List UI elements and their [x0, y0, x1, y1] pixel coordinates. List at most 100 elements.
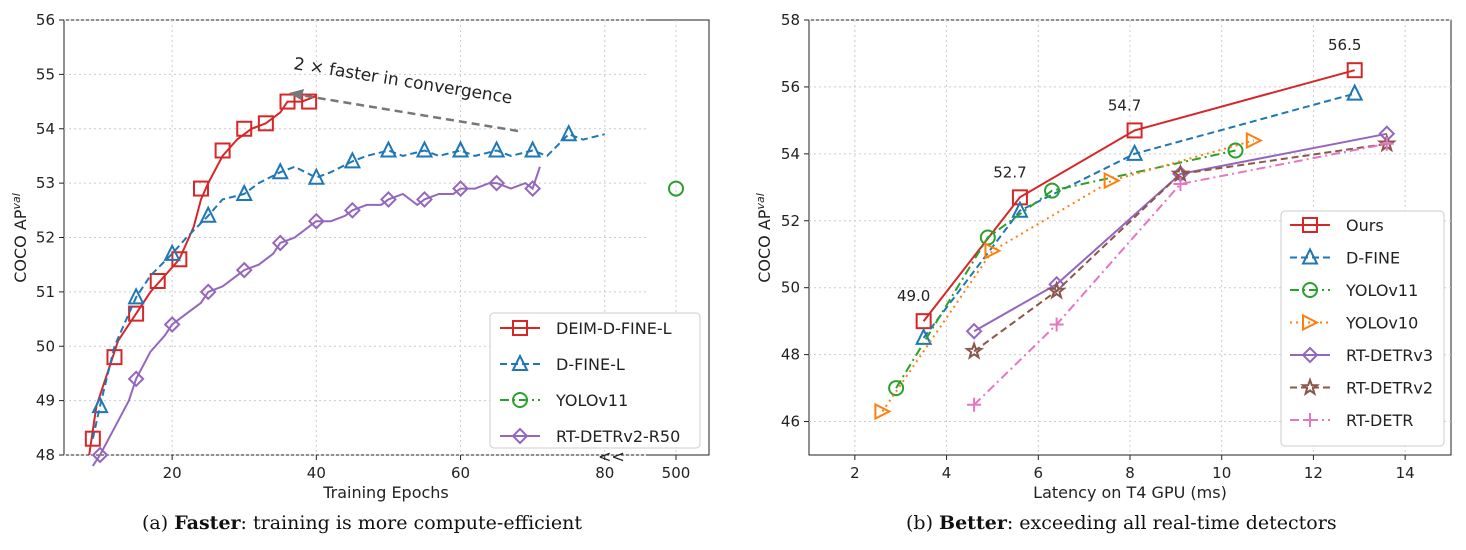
- y-tick-label: 56: [36, 11, 55, 29]
- y-tick-label: 48: [36, 446, 55, 464]
- series-rt-detr: [967, 136, 1394, 412]
- x-tick-label: 10: [1212, 464, 1231, 482]
- annotation-arrow: [299, 93, 519, 133]
- legend-label: Ours: [1346, 216, 1384, 235]
- legend-label: YOLOv11: [1345, 281, 1418, 300]
- data-point: [888, 380, 905, 397]
- data-point: [415, 140, 434, 158]
- data-point: [984, 242, 1002, 260]
- legend-marker-icon: [1303, 413, 1317, 427]
- data-point: [127, 370, 145, 388]
- y-tick-label: 54: [781, 145, 800, 163]
- x-tick-label: 40: [307, 464, 326, 482]
- data-point: [192, 180, 209, 197]
- legend-marker-icon: [1302, 217, 1318, 233]
- legend-label: YOLOv11: [555, 391, 628, 410]
- axis-ticks: 48 49 50 51 52 53 54 55 56 20 40 60 80: [36, 11, 614, 482]
- data-point: [487, 140, 506, 158]
- point-value-label: 52.7: [993, 163, 1026, 181]
- x-tick-label: 12: [1304, 464, 1323, 482]
- x-tick-label: 2: [850, 464, 860, 482]
- axis-break-marker: <<: [598, 447, 625, 466]
- legend-marker-icon: [1302, 313, 1320, 332]
- legend-marker-icon: [1301, 346, 1319, 364]
- legend-box: [489, 312, 701, 449]
- legend-marker-icon: [512, 392, 528, 408]
- y-tick-label: 51: [36, 283, 55, 301]
- data-point: [199, 205, 217, 223]
- y-tick-label: 53: [36, 174, 55, 192]
- point-value-label: 56.5: [1328, 36, 1361, 54]
- data-point: [1126, 122, 1143, 139]
- data-point: [279, 93, 296, 110]
- data-point: [452, 180, 469, 197]
- convergence-annotation: 2 × faster in convergence: [289, 54, 519, 133]
- legend: Ours D-FINE YOLOv11 YOLOv10 RT-DETRv3 RT-DETR…: [1280, 210, 1445, 447]
- series-deim-d-fine-l: [84, 93, 318, 456]
- data-point: [416, 191, 433, 208]
- legend-marker-icon: [512, 320, 528, 336]
- point-labels: 49.0 52.7 54.7 56.5: [897, 36, 1361, 305]
- y-tick-label: 52: [36, 229, 55, 247]
- series-d-fine-l: [91, 123, 605, 439]
- data-point: [127, 287, 145, 305]
- legend-label: YOLOv10: [1345, 314, 1418, 333]
- series-line: [88, 95, 317, 456]
- y-tick-label: 56: [781, 78, 800, 96]
- data-point: [271, 162, 289, 180]
- data-point: [1170, 163, 1191, 183]
- data-point: [965, 322, 983, 340]
- legend: DEIM-D-FINE-L D-FINE-L YOLOv11 RT-DETRv2-R5…: [489, 312, 701, 449]
- legend-label: RT-DETRv2: [1346, 379, 1433, 398]
- x-tick-label: 60: [451, 464, 470, 482]
- x-tick-label: 4: [942, 464, 952, 482]
- series-rt-detrv2: [964, 133, 1397, 360]
- data-point: [271, 234, 289, 252]
- data-point: [128, 305, 145, 322]
- data-point: [1346, 62, 1363, 79]
- data-point: [84, 430, 101, 447]
- legend-marker-icon: [1301, 247, 1319, 265]
- caption-bold: Better: [939, 512, 1007, 534]
- data-point: [1346, 83, 1364, 101]
- point-value-label: 49.0: [897, 287, 930, 305]
- x-tick-label: 6: [1034, 464, 1044, 482]
- data-point: [235, 183, 253, 201]
- yolov11-point: [668, 180, 684, 197]
- series-line: [881, 139, 1255, 413]
- data-point: [1044, 182, 1061, 199]
- data-point: [236, 120, 253, 137]
- data-point: [488, 174, 506, 192]
- data-point: [1379, 136, 1394, 151]
- data-point: [1046, 280, 1067, 300]
- legend-label: DEIM-D-FINE-L: [556, 319, 672, 338]
- series-line: [922, 69, 1355, 322]
- data-point: [91, 395, 109, 414]
- x-tick-label: 500: [662, 464, 691, 482]
- data-point: [379, 140, 398, 158]
- data-point: [307, 212, 325, 230]
- data-point: [1011, 200, 1029, 218]
- y-tick-label: 48: [781, 346, 800, 364]
- legend-label: D-FINE-L: [556, 355, 625, 374]
- y-axis-label: COCO APval: [754, 193, 774, 283]
- right-caption: (b) Better: exceeding all real-time dete…: [906, 512, 1337, 534]
- series-line: [91, 166, 541, 467]
- data-point: [874, 402, 892, 421]
- series-line: [973, 132, 1387, 333]
- data-point: [1125, 143, 1144, 161]
- data-point: [301, 93, 318, 110]
- data-point: [967, 397, 982, 412]
- y-tick-label: 46: [781, 413, 800, 431]
- caption-text: : exceeding all real-time detectors: [1006, 512, 1337, 534]
- caption-prefix: (b): [906, 512, 940, 534]
- caption-bold: Faster: [174, 512, 241, 534]
- data-point: [380, 191, 397, 208]
- legend-marker-icon: [511, 427, 529, 445]
- y-tick-label: 49: [36, 392, 55, 410]
- point-value-label: 54.7: [1108, 96, 1141, 114]
- y-tick-label: 50: [36, 337, 55, 355]
- series-line: [91, 133, 605, 439]
- legend-label: RT-DETRv3: [1346, 346, 1433, 365]
